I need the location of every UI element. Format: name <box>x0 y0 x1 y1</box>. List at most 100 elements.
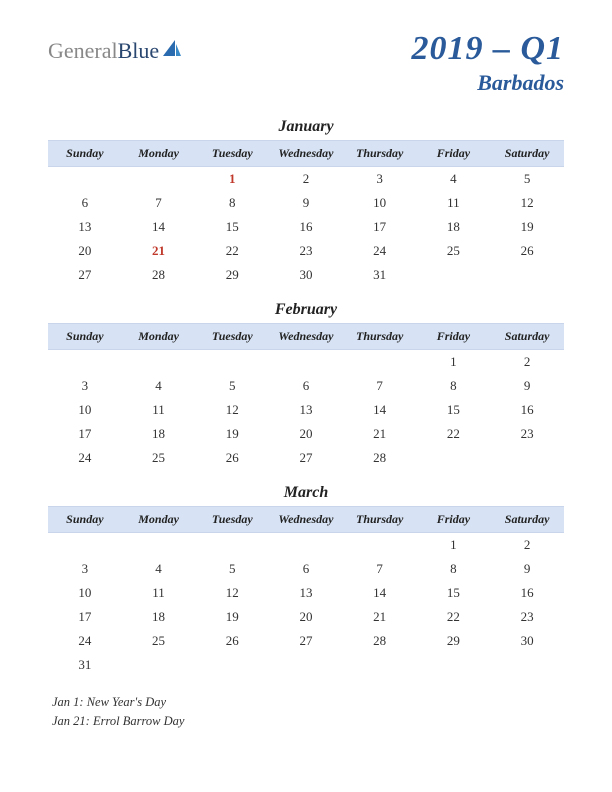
calendar-cell: 12 <box>195 581 269 605</box>
month-name: January <box>48 118 564 136</box>
day-header: Wednesday <box>269 141 343 167</box>
calendar-cell: 27 <box>48 263 122 287</box>
calendar-cell: 30 <box>490 629 564 653</box>
day-header: Sunday <box>48 324 122 350</box>
calendar-cell: 8 <box>417 374 491 398</box>
calendar-row: 17181920212223 <box>48 422 564 446</box>
calendar-cell: 5 <box>195 557 269 581</box>
calendar-table: SundayMondayTuesdayWednesdayThursdayFrid… <box>48 140 564 287</box>
day-header: Monday <box>122 324 196 350</box>
month-name: March <box>48 484 564 502</box>
calendar-cell: 20 <box>269 605 343 629</box>
calendar-cell: 24 <box>343 239 417 263</box>
brand-logo: GeneralBlue <box>48 38 183 64</box>
calendar-cell: 17 <box>48 422 122 446</box>
calendar-cell: 27 <box>269 629 343 653</box>
day-header: Tuesday <box>195 141 269 167</box>
calendar-cell: 3 <box>48 374 122 398</box>
calendar-cell <box>48 350 122 375</box>
calendar-cell: 25 <box>122 446 196 470</box>
calendar-cell: 16 <box>490 398 564 422</box>
day-header: Saturday <box>490 141 564 167</box>
calendar-cell: 9 <box>490 374 564 398</box>
calendar-cell: 10 <box>48 581 122 605</box>
calendar-row: 10111213141516 <box>48 581 564 605</box>
calendar-cell: 25 <box>122 629 196 653</box>
calendar-cell: 23 <box>490 422 564 446</box>
calendar-cell: 6 <box>269 374 343 398</box>
day-header: Sunday <box>48 141 122 167</box>
calendar-row: 31 <box>48 653 564 677</box>
logo-sail-icon <box>161 38 183 60</box>
calendar-cell: 9 <box>269 191 343 215</box>
calendar-cell <box>122 167 196 192</box>
calendar-cell: 8 <box>195 191 269 215</box>
calendar-cell: 8 <box>417 557 491 581</box>
month-block: March SundayMondayTuesdayWednesdayThursda… <box>48 484 564 677</box>
title-main: 2019 – Q1 <box>411 30 564 68</box>
calendar-cell <box>48 167 122 192</box>
calendar-cell: 17 <box>48 605 122 629</box>
calendar-row: 12 <box>48 533 564 558</box>
calendar-cell <box>490 263 564 287</box>
calendar-row: 3456789 <box>48 374 564 398</box>
calendar-cell: 15 <box>195 215 269 239</box>
calendar-cell: 20 <box>269 422 343 446</box>
calendar-cell <box>490 446 564 470</box>
calendar-cell <box>195 533 269 558</box>
calendar-cell: 4 <box>417 167 491 192</box>
calendar-cell: 13 <box>269 398 343 422</box>
calendar-cell: 22 <box>417 605 491 629</box>
day-header: Friday <box>417 507 491 533</box>
calendar-cell <box>122 653 196 677</box>
calendar-cell: 1 <box>195 167 269 192</box>
calendar-cell: 22 <box>195 239 269 263</box>
calendar-cell: 4 <box>122 557 196 581</box>
calendar-cell <box>417 653 491 677</box>
months-container: JanuarySundayMondayTuesdayWednesdayThurs… <box>48 118 564 677</box>
calendar-cell <box>122 533 196 558</box>
calendar-cell: 13 <box>48 215 122 239</box>
day-header: Friday <box>417 141 491 167</box>
calendar-cell: 12 <box>490 191 564 215</box>
day-header: Sunday <box>48 507 122 533</box>
calendar-table: SundayMondayTuesdayWednesdayThursdayFrid… <box>48 323 564 470</box>
calendar-cell: 14 <box>122 215 196 239</box>
calendar-cell: 6 <box>48 191 122 215</box>
calendar-cell <box>417 263 491 287</box>
calendar-cell: 13 <box>269 581 343 605</box>
day-header: Wednesday <box>269 507 343 533</box>
calendar-cell: 2 <box>490 533 564 558</box>
calendar-row: 20212223242526 <box>48 239 564 263</box>
calendar-cell: 6 <box>269 557 343 581</box>
calendar-row: 2425262728 <box>48 446 564 470</box>
calendar-cell <box>122 350 196 375</box>
calendar-cell: 1 <box>417 533 491 558</box>
calendar-cell <box>343 533 417 558</box>
day-header: Thursday <box>343 507 417 533</box>
calendar-row: 6789101112 <box>48 191 564 215</box>
calendar-cell: 11 <box>417 191 491 215</box>
calendar-cell: 25 <box>417 239 491 263</box>
calendar-cell: 18 <box>122 422 196 446</box>
calendar-cell: 23 <box>269 239 343 263</box>
calendar-cell: 11 <box>122 581 196 605</box>
title-block: 2019 – Q1 Barbados <box>411 30 564 96</box>
calendar-cell: 19 <box>490 215 564 239</box>
calendar-cell: 12 <box>195 398 269 422</box>
day-header: Monday <box>122 507 196 533</box>
calendar-cell: 4 <box>122 374 196 398</box>
calendar-cell <box>343 653 417 677</box>
calendar-cell <box>269 653 343 677</box>
calendar-row: 2728293031 <box>48 263 564 287</box>
note-line: Jan 21: Errol Barrow Day <box>52 712 564 731</box>
calendar-row: 10111213141516 <box>48 398 564 422</box>
day-header: Friday <box>417 324 491 350</box>
calendar-row: 17181920212223 <box>48 605 564 629</box>
calendar-cell: 1 <box>417 350 491 375</box>
title-sub: Barbados <box>411 70 564 96</box>
day-header: Thursday <box>343 141 417 167</box>
calendar-cell: 30 <box>269 263 343 287</box>
day-header: Tuesday <box>195 507 269 533</box>
calendar-cell: 20 <box>48 239 122 263</box>
